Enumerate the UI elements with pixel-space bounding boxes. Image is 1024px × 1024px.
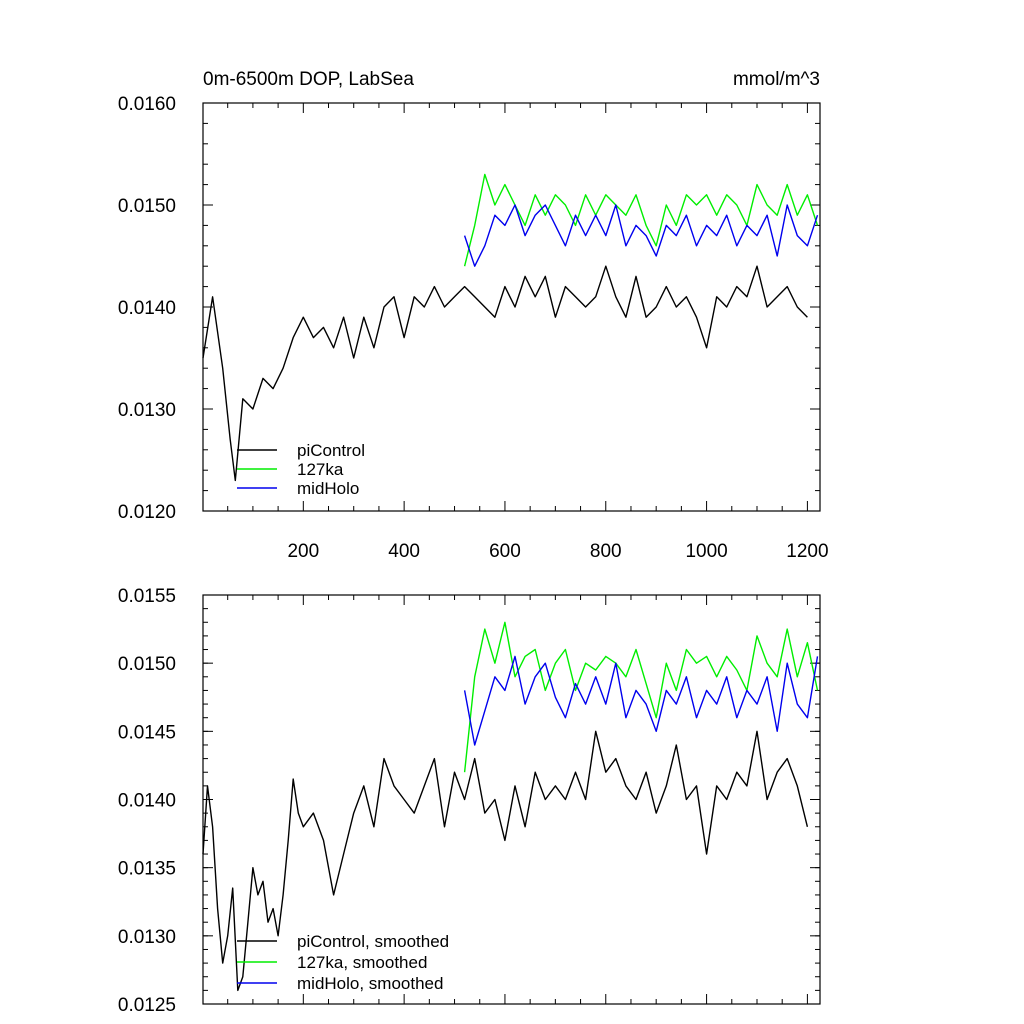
series-line-picontrol-smoothed	[202, 730, 809, 992]
y-tick-label: 0.0145	[118, 722, 176, 743]
y-tick-label: 0.0125	[118, 995, 176, 1016]
legend-label: piControl	[297, 441, 365, 460]
bottom-chart-ticks: 0.0125 0.0130 0.0135 0.0140 0.0145 0.0150 0.01…	[118, 586, 820, 1016]
x-tick-label: 800	[590, 541, 622, 562]
legend-label: piControl, smoothed	[297, 932, 449, 951]
series-line-midholo-smoothed	[463, 655, 819, 746]
top-chart-lines	[202, 173, 819, 482]
y-tick-label: 0.0130	[118, 400, 176, 421]
y-tick-label: 0.0155	[118, 586, 176, 607]
top-chart-panel: 0m-6500m DOP, LabSea mmol/m^3 0.01200.01…	[118, 69, 829, 562]
bottom-chart-panel: 0.0125 0.0130 0.0135 0.0140 0.0145 0.0150 0.01…	[118, 586, 821, 1016]
y-tick-label: 0.0130	[118, 927, 176, 948]
legend-label: 127ka, smoothed	[297, 953, 427, 972]
bottom-chart-lines	[202, 621, 819, 992]
y-tick-label: 0.0160	[118, 94, 176, 115]
x-tick-label: 1200	[786, 541, 828, 562]
y-tick-label: 0.0120	[118, 502, 176, 523]
x-tick-label: 400	[388, 541, 420, 562]
legend-label: 127ka	[297, 460, 344, 479]
series-line-picontrol	[202, 265, 808, 482]
series-line-127ka-smoothed	[463, 621, 819, 773]
x-tick-label: 600	[489, 541, 521, 562]
y-tick-label: 0.0135	[118, 859, 176, 880]
x-tick-label: 200	[287, 541, 319, 562]
series-line-midholo	[463, 204, 819, 267]
bottom-chart-frame	[202, 594, 821, 1005]
y-tick-label: 0.0140	[118, 298, 176, 319]
top-chart-ticks: 0.0120 0.0130 0.0140 0.0150 0.0160 200 400 600 8…	[118, 94, 829, 562]
top-chart-title: 0m-6500m DOP, LabSea	[203, 69, 414, 90]
legend-label: midHolo	[297, 479, 359, 498]
bottom-chart-legend: piControl, smoothed 127ka, smoothed midHol…	[237, 932, 449, 993]
series-line-127ka	[463, 173, 819, 267]
top-chart-frame	[202, 102, 821, 512]
y-tick-label: 0.0150	[118, 654, 176, 675]
x-tick-label: 1000	[685, 541, 727, 562]
top-chart-units: mmol/m^3	[733, 69, 820, 90]
legend-label: midHolo, smoothed	[297, 974, 443, 993]
y-tick-label: 0.0140	[118, 791, 176, 812]
y-tick-label: 0.0150	[118, 196, 176, 217]
